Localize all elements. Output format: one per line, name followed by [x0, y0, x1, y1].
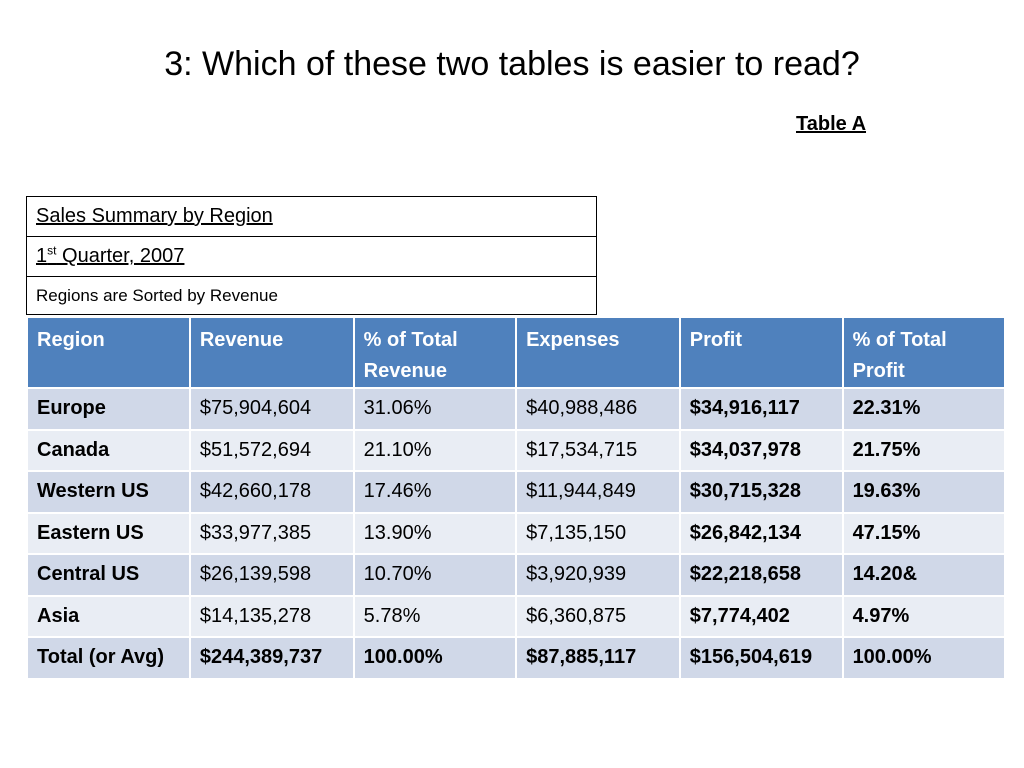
cell-revenue: $75,904,604 [188, 387, 355, 431]
cell-revenue: $26,139,598 [188, 553, 355, 597]
table-total-row: Total (or Avg) $244,389,737 100.00% $87,… [26, 636, 1007, 680]
cell-pct-revenue: 21.10% [352, 428, 518, 472]
cell-expenses: $17,534,715 [515, 428, 681, 472]
cell-expenses: $87,885,117 [515, 636, 681, 680]
cell-pct-profit: 4.97% [841, 594, 1007, 638]
cell-profit: $30,715,328 [678, 470, 844, 514]
table-header-row: Region Revenue % of Total Revenue Expens… [26, 316, 1007, 389]
caption-title-row: Sales Summary by Region [27, 197, 596, 237]
cell-expenses: $7,135,150 [515, 511, 681, 555]
cell-region: Europe [26, 387, 191, 431]
caption-note-row: Regions are Sorted by Revenue [27, 277, 596, 314]
cell-pct-profit: 14.20& [841, 553, 1007, 597]
cell-pct-profit: 100.00% [841, 636, 1007, 680]
cell-region: Asia [26, 594, 191, 638]
column-header-region: Region [26, 316, 191, 389]
caption-quarter: 1st Quarter, 2007 [36, 243, 185, 268]
cell-profit: $22,218,658 [678, 553, 844, 597]
cell-region: Total (or Avg) [26, 636, 191, 680]
cell-revenue: $14,135,278 [188, 594, 355, 638]
cell-pct-profit: 47.15% [841, 511, 1007, 555]
cell-pct-profit: 21.75% [841, 428, 1007, 472]
sales-table: Region Revenue % of Total Revenue Expens… [26, 316, 1007, 680]
table-row: Eastern US $33,977,385 13.90% $7,135,150… [26, 511, 1007, 555]
column-header-expenses: Expenses [515, 316, 681, 389]
table-caption-box: Sales Summary by Region 1st Quarter, 200… [26, 196, 597, 315]
caption-quarter-suffix: st [47, 243, 57, 258]
cell-expenses: $40,988,486 [515, 387, 681, 431]
column-header-profit: Profit [678, 316, 844, 389]
cell-profit: $7,774,402 [678, 594, 844, 638]
column-header-revenue: Revenue [188, 316, 355, 389]
cell-pct-revenue: 31.06% [352, 387, 518, 431]
cell-pct-revenue: 5.78% [352, 594, 518, 638]
cell-profit: $26,842,134 [678, 511, 844, 555]
cell-expenses: $3,920,939 [515, 553, 681, 597]
cell-region: Canada [26, 428, 191, 472]
table-row: Canada $51,572,694 21.10% $17,534,715 $3… [26, 428, 1007, 472]
cell-expenses: $6,360,875 [515, 594, 681, 638]
cell-profit: $156,504,619 [678, 636, 844, 680]
table-row: Central US $26,139,598 10.70% $3,920,939… [26, 553, 1007, 597]
table-row: Europe $75,904,604 31.06% $40,988,486 $3… [26, 387, 1007, 431]
table-label: Table A [796, 113, 867, 135]
cell-revenue: $33,977,385 [188, 511, 355, 555]
caption-title: Sales Summary by Region [36, 205, 273, 227]
cell-pct-revenue: 13.90% [352, 511, 518, 555]
column-header-pct-revenue: % of Total Revenue [352, 316, 518, 389]
slide-title: 3: Which of these two tables is easier t… [164, 45, 860, 83]
cell-pct-revenue: 17.46% [352, 470, 518, 514]
cell-pct-revenue: 10.70% [352, 553, 518, 597]
cell-region: Central US [26, 553, 191, 597]
caption-quarter-row: 1st Quarter, 2007 [27, 237, 596, 277]
cell-pct-profit: 19.63% [841, 470, 1007, 514]
caption-quarter-number: 1 [36, 245, 48, 267]
table-row: Western US $42,660,178 17.46% $11,944,84… [26, 470, 1007, 514]
cell-pct-revenue: 100.00% [352, 636, 518, 680]
caption-note: Regions are Sorted by Revenue [36, 285, 278, 305]
cell-revenue: $42,660,178 [188, 470, 355, 514]
cell-profit: $34,916,117 [678, 387, 844, 431]
cell-region: Eastern US [26, 511, 191, 555]
cell-revenue: $51,572,694 [188, 428, 355, 472]
column-header-pct-profit: % of Total Profit [841, 316, 1007, 389]
cell-expenses: $11,944,849 [515, 470, 681, 514]
cell-revenue: $244,389,737 [188, 636, 355, 680]
cell-profit: $34,037,978 [678, 428, 844, 472]
cell-pct-profit: 22.31% [841, 387, 1007, 431]
caption-quarter-text: Quarter, 2007 [56, 245, 185, 267]
table-row: Asia $14,135,278 5.78% $6,360,875 $7,774… [26, 594, 1007, 638]
cell-region: Western US [26, 470, 191, 514]
